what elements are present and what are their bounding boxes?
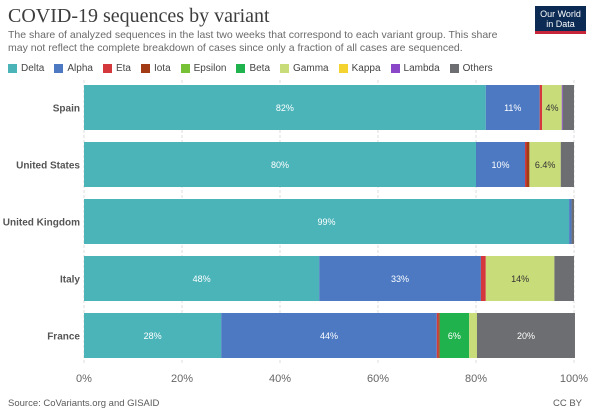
legend-item-kappa[interactable]: Kappa	[338, 63, 381, 74]
legend-item-beta[interactable]: Beta	[236, 63, 270, 74]
logo-line-1: Our World	[540, 9, 581, 19]
data-label-united-states-delta: 80%	[271, 160, 289, 170]
category-label-italy: Italy	[60, 275, 80, 286]
data-label-france-others: 20%	[517, 331, 535, 341]
legend-swatch-eta	[102, 64, 112, 73]
category-label-spain: Spain	[53, 104, 80, 115]
bar-italy-delta	[84, 256, 320, 301]
data-label-italy-alpha: 33%	[391, 274, 409, 284]
x-tick-label-60: 60%	[367, 373, 389, 385]
bar-spain-lambda	[561, 85, 563, 130]
data-label-france-delta: 28%	[144, 331, 162, 341]
bar-united-kingdom-delta	[84, 199, 570, 244]
bar-united-states-alpha	[476, 142, 525, 187]
license-link[interactable]: CC BY	[552, 398, 582, 409]
legend-label-lambda: Lambda	[403, 63, 440, 74]
data-label-spain-delta: 82%	[276, 103, 294, 113]
bar-spain-delta	[84, 85, 486, 130]
legend-item-iota[interactable]: Iota	[140, 63, 171, 74]
legend-swatch-beta	[236, 64, 246, 73]
owid-logo[interactable]: Our World in Data	[535, 6, 586, 34]
chart-subtitle: The share of analyzed sequences in the l…	[8, 29, 498, 54]
bar-united-states-gamma	[529, 142, 561, 187]
legend-swatch-gamma	[280, 64, 290, 73]
legend-item-epsilon[interactable]: Epsilon	[180, 63, 227, 74]
bar-united-states-others	[560, 142, 574, 187]
data-label-united-kingdom-delta: 99%	[318, 217, 336, 227]
bar-france-iota	[438, 313, 440, 358]
legend-swatch-delta	[8, 64, 17, 73]
data-label-france-beta: 6%	[448, 331, 461, 341]
data-label-italy-delta: 48%	[193, 274, 211, 284]
bar-italy-others	[554, 256, 574, 301]
bar-france-alpha	[221, 313, 437, 358]
bar-france-delta	[84, 313, 222, 358]
category-label-united-kingdom: United Kingdom	[3, 218, 80, 229]
bar-spain-gamma	[542, 85, 562, 130]
data-label-spain-alpha: 11%	[504, 103, 521, 113]
legend-swatch-others	[449, 64, 459, 73]
data-label-spain-gamma: 4%	[545, 103, 558, 113]
legend-item-eta[interactable]: Eta	[102, 63, 131, 74]
legend-swatch-epsilon	[180, 64, 190, 73]
legend-label-alpha: Alpha	[67, 63, 93, 74]
x-tick-label-20: 20%	[171, 373, 193, 385]
legend-swatch-alpha	[54, 64, 64, 73]
bar-italy-gamma	[485, 256, 555, 301]
bar-spain-others	[562, 85, 574, 130]
data-label-italy-gamma: 14%	[511, 274, 529, 284]
chart-legend: Delta Alpha Eta Iota Epsilon Beta Gamma Kappa La…	[8, 63, 493, 74]
legend-item-delta[interactable]: Delta	[8, 63, 44, 74]
legend-label-beta: Beta	[249, 63, 271, 74]
legend-label-eta: Eta	[115, 63, 131, 74]
bar-united-kingdom-alpha	[569, 199, 572, 244]
bar-united-states-eta	[525, 142, 527, 187]
legend-item-alpha[interactable]: Alpha	[54, 63, 93, 74]
bar-france-gamma	[469, 313, 477, 358]
bar-italy-alpha	[319, 256, 481, 301]
legend-swatch-iota	[140, 64, 150, 73]
legend-label-epsilon: Epsilon	[193, 63, 227, 74]
source-note: Source: CoVariants.org and GISAID	[8, 398, 160, 409]
data-label-france-alpha: 44%	[320, 331, 338, 341]
legend-label-gamma: Gamma	[293, 63, 329, 74]
legend-label-iota: Iota	[153, 63, 171, 74]
legend-label-delta: Delta	[21, 63, 45, 74]
x-tick-label-40: 40%	[269, 373, 291, 385]
bar-italy-eta	[480, 256, 486, 301]
legend-label-others: Others	[462, 63, 493, 74]
legend-item-others[interactable]: Others	[449, 63, 493, 74]
data-label-united-states-gamma: 6.4%	[535, 160, 556, 170]
data-label-united-states-alpha: 10%	[491, 160, 509, 170]
bar-united-states-delta	[84, 142, 476, 187]
legend-label-kappa: Kappa	[351, 63, 381, 74]
bar-france-others	[476, 313, 575, 358]
logo-line-2: in Data	[546, 19, 575, 29]
bar-france-beta	[439, 313, 470, 358]
bar-france-eta	[436, 313, 439, 358]
category-label-united-states: United States	[16, 161, 80, 172]
bar-spain-alpha	[485, 85, 540, 130]
x-tick-label-80: 80%	[465, 373, 487, 385]
legend-swatch-lambda	[390, 64, 400, 73]
x-tick-label-100: 100%	[560, 373, 588, 385]
bar-united-states-iota	[526, 142, 530, 187]
bar-united-kingdom-others	[571, 199, 574, 244]
legend-item-lambda[interactable]: Lambda	[390, 63, 440, 74]
legend-swatch-kappa	[338, 64, 348, 73]
bar-spain-eta	[539, 85, 543, 130]
category-label-france: France	[47, 332, 80, 343]
chart-title: COVID-19 sequences by variant	[8, 5, 270, 27]
x-tick-label-0: 0%	[76, 373, 92, 385]
legend-item-gamma[interactable]: Gamma	[280, 63, 329, 74]
